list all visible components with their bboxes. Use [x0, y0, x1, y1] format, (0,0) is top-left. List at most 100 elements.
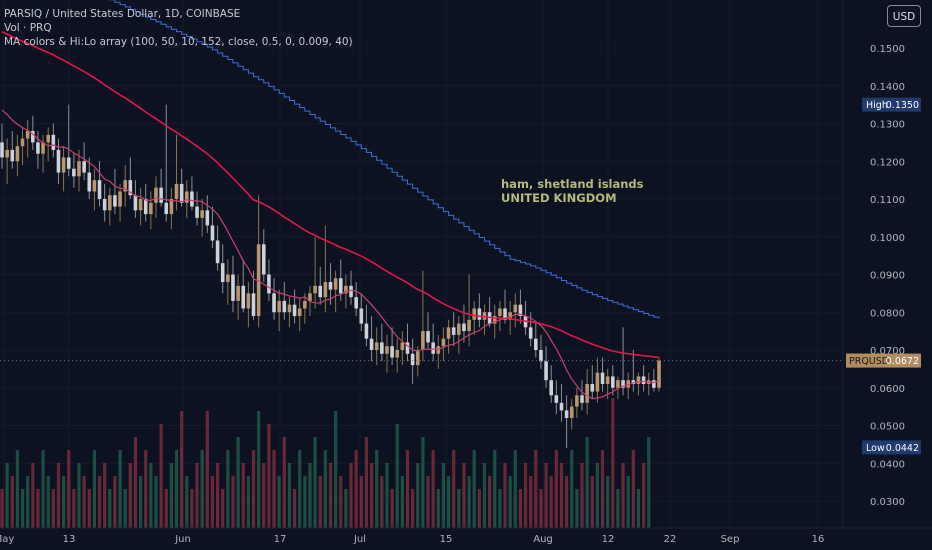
candle-body	[313, 285, 317, 294]
candle-body	[36, 142, 40, 154]
candle-body	[251, 293, 256, 317]
volume-bar	[287, 463, 292, 528]
candle-body	[87, 172, 92, 192]
volume-bar	[103, 463, 107, 528]
volume-bar	[313, 437, 317, 528]
candle-body	[451, 327, 456, 335]
candle-body	[534, 338, 538, 350]
x-tick-label: Jun	[174, 534, 191, 545]
volume-bar	[221, 489, 225, 528]
candle-body	[102, 199, 107, 211]
volume-bar	[282, 437, 286, 528]
volume-bar	[647, 437, 651, 528]
volume-bar	[446, 476, 451, 528]
candle-body	[374, 342, 379, 350]
volume-bar	[303, 476, 307, 528]
candle-body	[82, 161, 86, 173]
candle-body	[133, 195, 138, 211]
volume-bar	[488, 476, 492, 528]
volume-bar	[241, 463, 245, 528]
candle-body	[508, 312, 512, 320]
candle-body	[400, 342, 405, 350]
volume-bar	[118, 450, 122, 528]
symbol-title[interactable]: PARSIQ / United States Dollar, 1D, COINB…	[4, 8, 241, 20]
volume-bar	[477, 489, 481, 528]
candle-body	[292, 304, 297, 317]
candle-body	[159, 187, 163, 203]
volume-bar	[565, 476, 569, 528]
volume-bar	[416, 463, 420, 528]
volume-bar	[174, 450, 179, 528]
volume-bar	[72, 489, 76, 528]
volume-bar	[36, 489, 40, 528]
low-price-tag-value: 0.0442	[886, 443, 919, 454]
candle-body	[477, 308, 482, 320]
x-tick-label: 17	[274, 534, 287, 545]
volume-bar	[621, 463, 625, 528]
candle-body	[246, 293, 251, 309]
volume-bar	[606, 476, 610, 528]
volume-bar	[467, 476, 471, 528]
volume-bar	[472, 450, 476, 528]
volume-bar	[267, 424, 271, 528]
candle-body	[25, 131, 30, 139]
candle-body	[56, 149, 61, 173]
candle-body	[231, 274, 235, 301]
candle-body	[149, 202, 153, 215]
ma-indicator-title[interactable]: MA colors & Hi:Lo array (100, 50, 10, 15…	[4, 36, 353, 48]
volume-bar	[97, 476, 102, 528]
candle-body	[364, 323, 369, 339]
volume-bar	[339, 476, 343, 528]
candle-body	[559, 402, 564, 411]
candle-body	[626, 380, 631, 388]
candle-body	[303, 300, 307, 309]
volume-bar	[67, 450, 71, 528]
candle-body	[10, 149, 15, 162]
low-price-tag-bg	[862, 440, 921, 455]
x-tick-label: 15	[440, 534, 453, 545]
volume-bar	[108, 489, 112, 528]
y-tick-label: 0.0500	[870, 422, 905, 433]
volume-bar	[544, 463, 548, 528]
volume-indicator-title[interactable]: Vol · PRQ	[4, 22, 52, 34]
low-price-tag-label: Low	[866, 443, 885, 454]
volume-bar	[462, 463, 466, 528]
ma-mid-line	[1, 30, 660, 359]
volume-bar	[611, 398, 615, 528]
vertical-gridlines	[3, 0, 819, 528]
candle-body	[113, 195, 117, 207]
y-tick-label: 0.0700	[870, 346, 905, 357]
y-tick-label: 0.0600	[870, 384, 905, 395]
y-tick-label: 0.1000	[870, 233, 905, 244]
candle-body	[544, 361, 548, 381]
candle-body	[179, 183, 184, 203]
candle-body	[549, 380, 554, 396]
y-tick-label: 0.1200	[870, 157, 905, 168]
volume-bar	[257, 411, 261, 528]
candle-body	[143, 199, 148, 215]
candle-body	[97, 180, 102, 199]
volume-bar	[503, 463, 507, 528]
y-tick-label: 0.1100	[870, 195, 905, 206]
location-annotation: ham, shetland islands UNITED KINGDOM	[501, 177, 644, 205]
candle-body	[41, 142, 45, 154]
volume-bar	[529, 476, 533, 528]
volume-bar	[262, 463, 266, 528]
candle-body	[405, 342, 410, 354]
candle-body	[261, 244, 266, 275]
ma-short-line	[1, 109, 660, 400]
currency-button[interactable]: USD	[887, 5, 921, 27]
volume-bar	[349, 463, 353, 528]
volume-bar	[364, 437, 369, 528]
volume-bar	[5, 463, 9, 528]
volume-bar	[31, 463, 35, 528]
volume-bar	[508, 476, 512, 528]
volume-bar	[180, 411, 184, 528]
candle-body	[154, 187, 158, 203]
candle-body	[297, 308, 302, 317]
candle-body	[66, 157, 71, 169]
volume-bar	[169, 463, 173, 528]
volume-bar	[15, 450, 19, 528]
candle-body	[318, 285, 323, 298]
